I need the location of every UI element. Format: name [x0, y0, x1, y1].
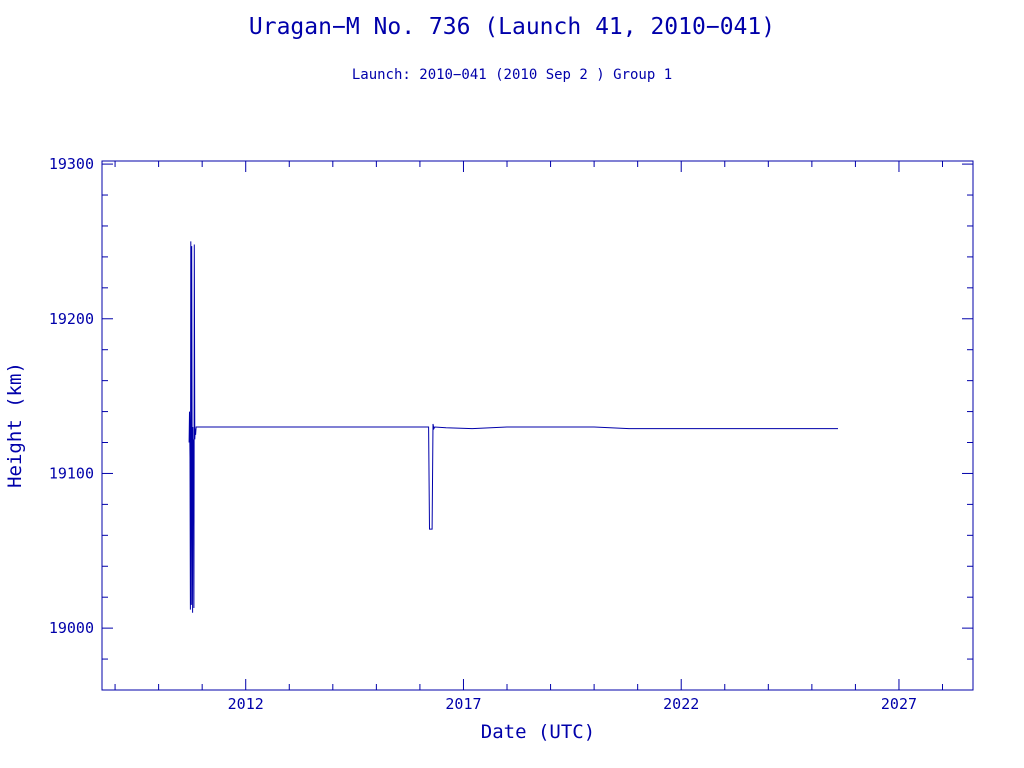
y-tick-label: 19300: [49, 155, 94, 173]
x-axis-label: Date (UTC): [481, 721, 595, 743]
x-tick-label: 2017: [445, 695, 481, 713]
series-line: [188, 241, 838, 613]
series-layer: [188, 241, 838, 613]
y-tick-label: 19100: [49, 464, 94, 482]
x-tick-label: 2027: [881, 695, 917, 713]
y-tick-label: 19200: [49, 310, 94, 328]
plot-frame: [101, 160, 974, 691]
x-tick-label: 2012: [228, 695, 264, 713]
y-tick-label: 19000: [49, 619, 94, 637]
chart-title: Uragan−M No. 736 (Launch 41, 2010−041): [248, 14, 776, 40]
ticks-layer: 2012 2017 2022 2027 19000 19100 19200 19300: [49, 155, 973, 713]
y-axis-label: Height (km): [4, 362, 26, 488]
chart-subtitle: Launch: 2010−041 (2010 Sep 2 ) Group 1: [351, 67, 673, 83]
x-tick-label: 2022: [663, 695, 699, 713]
